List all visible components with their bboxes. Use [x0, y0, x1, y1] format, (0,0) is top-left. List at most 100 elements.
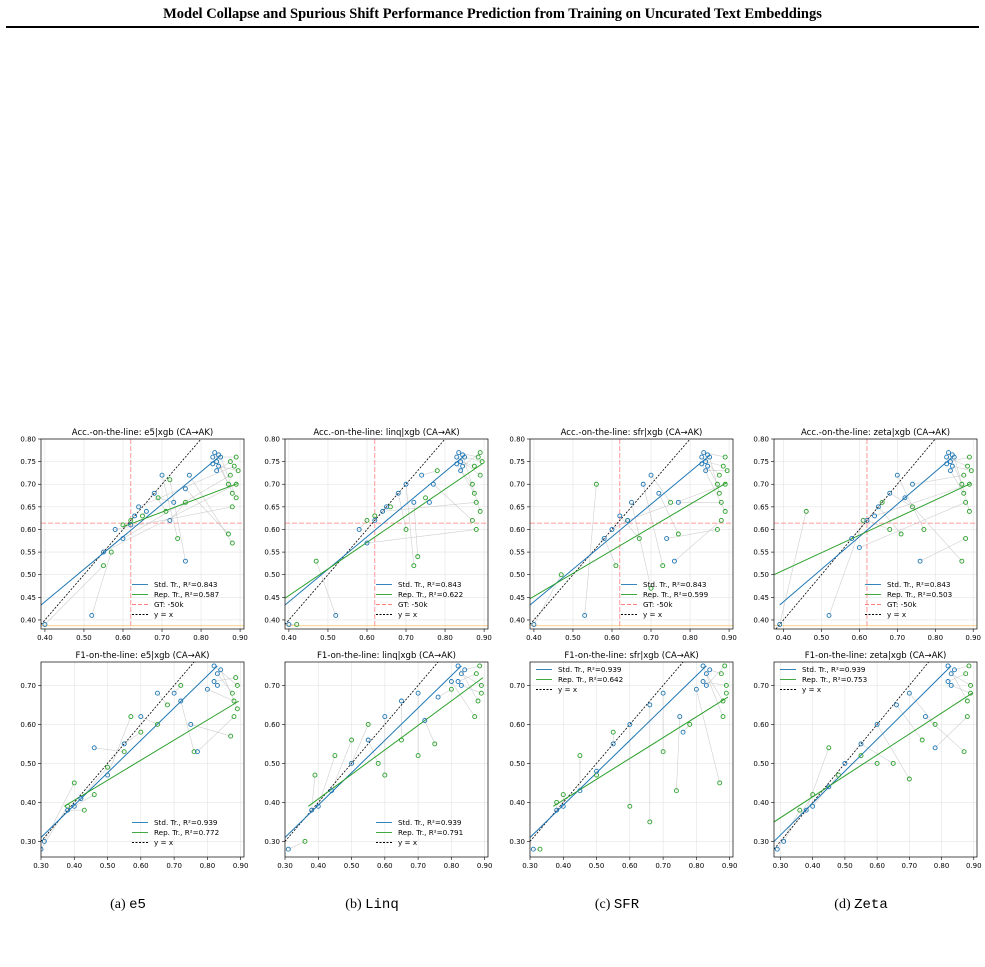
pair-link	[351, 724, 369, 764]
legend-label-yx: y = x	[802, 685, 822, 694]
pair-link	[696, 689, 720, 783]
y-tick-label: 0.70	[509, 481, 525, 489]
header-rule	[6, 26, 979, 28]
x-tick-label: 0.60	[622, 862, 638, 870]
x-tick-label: 0.40	[37, 634, 53, 642]
pair-link	[220, 669, 238, 709]
std-point	[951, 667, 957, 673]
std-point	[560, 803, 566, 809]
pair-link	[207, 689, 235, 702]
x-tick-label: 0.60	[115, 634, 131, 642]
pair-link	[451, 681, 475, 717]
std-point	[128, 522, 134, 528]
std-point	[893, 702, 899, 708]
std-point	[214, 671, 220, 677]
rep-point	[227, 472, 233, 478]
std-point	[194, 749, 200, 755]
y-tick-label: 0.30	[509, 838, 525, 846]
x-tick-label: 0.40	[66, 862, 82, 870]
std-point	[105, 772, 111, 778]
std-point	[329, 788, 335, 794]
rep-point	[477, 508, 483, 514]
y-tick-label: 0.80	[264, 436, 280, 444]
rep-point	[233, 495, 239, 501]
y-tick-label: 0.45	[264, 594, 280, 602]
std-point	[112, 527, 118, 532]
rep-point	[434, 468, 440, 474]
rep-point	[961, 472, 967, 478]
rep-point	[313, 558, 319, 564]
rep-point	[826, 745, 832, 751]
rep-point	[718, 517, 724, 523]
rep-point	[128, 714, 134, 720]
std-point	[629, 499, 634, 505]
y-tick-label: 0.80	[509, 436, 525, 444]
std-point	[777, 622, 783, 627]
std-point	[906, 690, 912, 696]
std-point	[826, 612, 832, 618]
std-point	[136, 504, 142, 510]
std-fit-line	[530, 456, 708, 606]
rep-point	[932, 721, 938, 727]
y-tick-label: 0.50	[264, 571, 280, 579]
rep-point	[959, 481, 965, 487]
std-point	[640, 481, 646, 487]
rep-point	[959, 558, 965, 564]
legend-label-std: Std. Tr., R²=0.939	[398, 818, 462, 827]
caption-label: (c)	[594, 897, 614, 912]
x-tick-label: 0.30	[773, 862, 789, 870]
std-point	[699, 461, 705, 467]
rep-point	[921, 527, 927, 532]
pair-link	[288, 841, 306, 850]
rep-point	[477, 472, 483, 478]
rep-point	[165, 702, 170, 708]
rep-point	[471, 463, 477, 469]
rep-point	[477, 450, 483, 456]
pair-link	[382, 502, 477, 512]
y-tick-label: 0.75	[264, 458, 280, 466]
paper-header-title: Model Collapse and Spurious Shift Perfor…	[163, 6, 822, 22]
x-tick-label: 0.90	[476, 634, 492, 642]
std-point	[143, 508, 149, 514]
rep-point	[714, 527, 720, 532]
std-point	[384, 504, 389, 510]
std-point	[462, 667, 468, 673]
rep-point	[716, 472, 722, 478]
std-point	[182, 486, 188, 492]
pair-link	[776, 810, 801, 850]
std-point	[380, 508, 386, 514]
rep-point	[810, 792, 816, 798]
pair-link	[421, 470, 438, 476]
rep-point	[472, 714, 478, 720]
identity-line	[775, 439, 936, 629]
pair-link	[197, 716, 235, 752]
x-tick-label: 0.50	[100, 862, 116, 870]
y-tick-label: 0.55	[509, 549, 525, 557]
pair-link	[413, 502, 419, 557]
x-tick-label: 0.50	[320, 634, 336, 642]
identity-line	[530, 439, 691, 625]
x-tick-label: 0.30	[33, 862, 49, 870]
std-point	[842, 760, 848, 766]
rep-point	[233, 481, 239, 487]
axes-frame	[529, 661, 734, 858]
rep-point	[128, 517, 134, 523]
rep-point	[382, 772, 388, 778]
plot-area	[41, 439, 244, 629]
x-tick-label: 0.30	[277, 862, 293, 870]
std-point	[349, 760, 355, 766]
rep-point	[471, 490, 477, 496]
std-point	[188, 721, 194, 727]
pair-link	[41, 806, 68, 850]
rep-point	[906, 776, 912, 782]
std-point	[155, 690, 160, 696]
identity-line	[41, 439, 202, 625]
chart-title: Acc.-on-the-line: zeta|xgb (CA→AK)	[801, 428, 950, 438]
rep-point	[182, 499, 188, 505]
legend-label-yx: y = x	[154, 610, 174, 619]
pair-link	[142, 511, 147, 517]
pair-link	[74, 794, 95, 807]
x-tick-label: 0.50	[837, 862, 853, 870]
pair-link	[584, 484, 597, 616]
plot-area	[285, 439, 488, 629]
